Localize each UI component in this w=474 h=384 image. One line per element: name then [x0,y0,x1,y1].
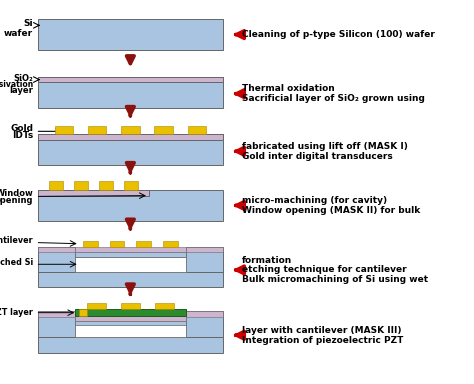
Bar [83,241,98,247]
Bar [75,316,186,321]
Bar [38,190,149,195]
Text: SiO₂: SiO₂ [13,74,33,83]
Text: pasivation: pasivation [0,80,33,89]
Bar [121,303,140,309]
Bar [124,182,138,190]
Bar [38,134,223,140]
Bar [155,126,173,134]
Text: micro-machining (for cavity): micro-machining (for cavity) [242,196,387,205]
Bar [186,247,223,271]
Bar [136,241,151,247]
Bar [186,247,223,252]
Bar [74,182,88,190]
Text: Gold: Gold [10,124,33,133]
Bar [38,190,223,221]
Text: fabricated using lift off (MASK I): fabricated using lift off (MASK I) [242,142,408,151]
Bar [75,257,186,271]
Text: PZT layer: PZT layer [0,308,33,317]
Bar [38,77,223,82]
Text: Gold inter digital transducers: Gold inter digital transducers [242,152,392,161]
Text: Integration of piezoelectric PZT: Integration of piezoelectric PZT [242,336,403,344]
Bar [49,182,63,190]
Text: Si: Si [24,19,33,28]
Text: Thermal oxidation: Thermal oxidation [242,84,335,93]
Bar [75,247,186,252]
Bar [121,126,139,134]
Bar [55,126,73,134]
Bar [38,311,75,317]
Bar [38,134,223,165]
Bar [75,321,186,337]
Text: Window opening (MASK II) for bulk: Window opening (MASK II) for bulk [242,206,420,215]
Text: formation: formation [242,256,292,265]
Text: layer with cantilever (MASK III): layer with cantilever (MASK III) [242,326,401,335]
Text: Bulk micromachining of Si using wet: Bulk micromachining of Si using wet [242,275,428,284]
Text: etching technique for cantilever: etching technique for cantilever [242,265,406,275]
Text: Window: Window [0,189,33,198]
Bar [188,126,206,134]
Bar [38,247,75,252]
Text: IDTs: IDTs [12,131,33,140]
Text: Etched Si: Etched Si [0,258,33,267]
Text: wafer: wafer [4,28,33,38]
Text: Cantilever: Cantilever [0,236,33,245]
Bar [38,19,223,50]
Bar [75,309,186,316]
Bar [186,311,223,337]
Bar [79,309,87,316]
Bar [99,182,113,190]
Bar [186,311,223,317]
Text: opening: opening [0,196,33,205]
Bar [87,303,106,309]
Bar [38,77,223,108]
Bar [38,311,75,337]
Text: Sacrificial layer of SiO₂ grown using: Sacrificial layer of SiO₂ grown using [242,94,425,103]
Bar [163,241,178,247]
Bar [38,271,223,287]
Bar [38,247,75,271]
Text: layer: layer [9,86,33,95]
Bar [75,321,186,325]
Text: Cleaning of p-type Silicon (100) wafer: Cleaning of p-type Silicon (100) wafer [242,30,435,39]
Bar [109,241,125,247]
Bar [88,126,106,134]
Bar [38,337,223,353]
Bar [75,252,186,257]
Bar [155,303,173,309]
